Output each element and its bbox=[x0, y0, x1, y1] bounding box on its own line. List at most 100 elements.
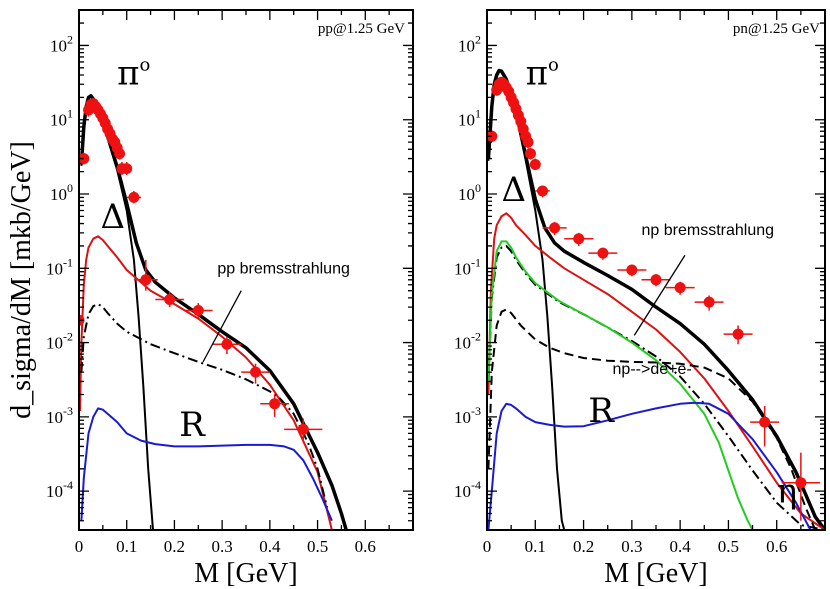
panel-title-pn: pn@1.25 GeV bbox=[733, 21, 820, 37]
marker bbox=[573, 233, 585, 245]
data-point-pn bbox=[723, 325, 753, 345]
marker bbox=[250, 366, 262, 378]
data-point-pn bbox=[641, 273, 671, 287]
y-tick-base: 10 bbox=[50, 36, 67, 55]
series-r-pp bbox=[80, 407, 333, 522]
marker bbox=[487, 130, 498, 142]
y-tick-label: 101 bbox=[50, 107, 73, 130]
x-tick-label: 0.4 bbox=[670, 537, 692, 556]
annotation-text: R bbox=[588, 391, 615, 431]
x-tick-labels-pn: 0 0.1 0.2 0.3 0.4 0.5 0.6 bbox=[483, 537, 788, 556]
marker bbox=[192, 305, 204, 317]
data-point-pp bbox=[155, 291, 184, 308]
marker bbox=[524, 148, 536, 160]
annotation-pp: Δ bbox=[100, 197, 125, 237]
x-tick-label: 0.2 bbox=[573, 537, 594, 556]
y-tick-label: 10-3 bbox=[454, 404, 481, 427]
annotation-text: pp bremsstrahlung bbox=[217, 261, 350, 278]
data-point-pn bbox=[564, 232, 594, 246]
annotation-text: np-->de+e- bbox=[613, 361, 692, 378]
data-point-pn bbox=[665, 281, 695, 295]
annotation-pn: Δ bbox=[501, 170, 526, 210]
data-point-pp bbox=[183, 303, 213, 319]
pointer-lines-pp bbox=[202, 290, 242, 363]
x-tick-label: 0.4 bbox=[259, 537, 281, 556]
annotation-text: π bbox=[526, 53, 548, 93]
marker bbox=[140, 274, 152, 286]
annotation-pn: η bbox=[777, 472, 797, 512]
data-point-pn bbox=[750, 406, 780, 447]
pointer-line bbox=[202, 290, 242, 363]
pointer-lines-pn bbox=[633, 254, 686, 336]
y-tick-label: 100 bbox=[458, 181, 481, 204]
y-tick-base: 10 bbox=[454, 334, 471, 353]
y-tick-exponent: -3 bbox=[471, 404, 481, 418]
panel-title-pp: pp@1.25 GeV bbox=[318, 21, 405, 37]
ticks-pn bbox=[486, 9, 826, 531]
marker bbox=[269, 398, 281, 410]
y-tick-base: 10 bbox=[46, 259, 63, 278]
series-pp-bremsstrahlung-pp bbox=[80, 303, 329, 508]
marker bbox=[221, 338, 233, 350]
annotations-pn: πo Δ Rη np bremsstrahlung np-->de+e- bbox=[501, 53, 797, 511]
y-tick-exponent: 1 bbox=[67, 107, 73, 121]
y-tick-exponent: -2 bbox=[63, 330, 73, 344]
x-tick-label: 0.3 bbox=[621, 537, 642, 556]
y-tick-base: 10 bbox=[46, 408, 63, 427]
marker bbox=[128, 191, 140, 203]
x-tick-label: 0.3 bbox=[212, 537, 233, 556]
annotation-superscript: o bbox=[548, 54, 559, 75]
data-point-pp bbox=[241, 363, 270, 384]
x-axis-title-pp: M [GeV] bbox=[194, 558, 297, 589]
y-tick-label: 10-4 bbox=[454, 478, 481, 501]
y-tick-base: 10 bbox=[454, 408, 471, 427]
annotation-pn: R bbox=[588, 391, 615, 431]
series-r-pn bbox=[487, 401, 812, 530]
x-tick-label: 0.5 bbox=[307, 537, 328, 556]
data-point-pn bbox=[781, 452, 821, 521]
marker bbox=[549, 222, 561, 234]
x-tick-label: 0 bbox=[483, 537, 492, 556]
y-tick-exponent: -2 bbox=[471, 330, 481, 344]
marker bbox=[674, 282, 686, 294]
y-axis-title: d_sigma/dM [mkb/GeV] bbox=[6, 141, 37, 419]
annotation-pp: πo bbox=[117, 53, 150, 93]
y-tick-exponent: -3 bbox=[63, 404, 73, 418]
y-tick-label: 102 bbox=[50, 32, 73, 55]
y-tick-exponent: 1 bbox=[475, 107, 481, 121]
y-tick-base: 10 bbox=[46, 334, 63, 353]
y-tick-base: 10 bbox=[454, 259, 471, 278]
annotation-pp: pp bremsstrahlung bbox=[217, 261, 350, 278]
annotation-text: R bbox=[179, 405, 206, 445]
annotation-text: Δ bbox=[501, 170, 526, 210]
x-tick-label: 0.1 bbox=[525, 537, 546, 556]
y-tick-label: 10-2 bbox=[454, 330, 481, 353]
marker bbox=[732, 328, 744, 340]
y-tick-base: 10 bbox=[46, 482, 63, 501]
y-tick-label: 101 bbox=[458, 107, 481, 130]
y-tick-label: 102 bbox=[458, 32, 481, 55]
marker bbox=[114, 148, 126, 160]
marker bbox=[537, 185, 549, 197]
annotation-superscript: o bbox=[140, 54, 151, 75]
marker bbox=[795, 477, 807, 489]
y-tick-label: 100 bbox=[50, 181, 73, 204]
y-tick-base: 10 bbox=[454, 482, 471, 501]
marker bbox=[759, 416, 771, 428]
marker bbox=[703, 296, 715, 308]
ticks-pp bbox=[78, 9, 414, 531]
data-point-pp bbox=[212, 336, 242, 355]
y-tick-exponent: -1 bbox=[63, 255, 73, 269]
x-tick-label: 0.6 bbox=[766, 537, 787, 556]
annotation-pn: np-->de+e- bbox=[613, 361, 692, 378]
y-tick-exponent: -4 bbox=[63, 478, 73, 492]
series-delta-pp bbox=[79, 235, 333, 530]
x-tick-label: 0.6 bbox=[355, 537, 376, 556]
y-tick-label: 10-3 bbox=[46, 404, 73, 427]
data-point-pn bbox=[524, 147, 536, 160]
y-tick-exponent: 2 bbox=[67, 32, 73, 46]
data-point-pn bbox=[617, 264, 647, 277]
y-tick-base: 10 bbox=[50, 185, 67, 204]
y-tick-exponent: -4 bbox=[471, 478, 481, 492]
